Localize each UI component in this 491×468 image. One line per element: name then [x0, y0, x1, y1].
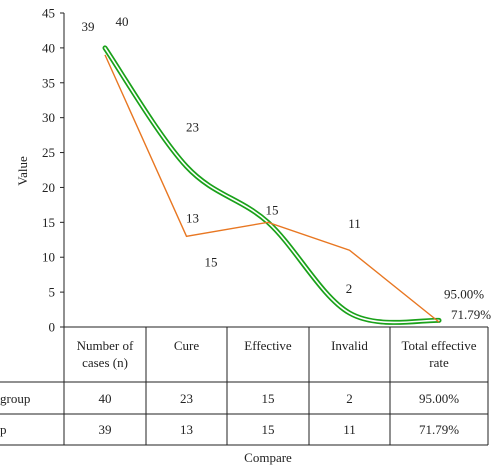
category-label: Number of [77, 338, 134, 353]
table-cell: 23 [180, 391, 193, 406]
data-label: 39 [82, 19, 95, 34]
data-label: 71.79% [451, 307, 491, 322]
table-row-label: p [0, 422, 7, 437]
y-tick-label: 30 [42, 110, 55, 125]
table-cell: 39 [99, 422, 112, 437]
table-cell: 95.00% [419, 391, 459, 406]
data-label: 2 [346, 281, 353, 296]
table-cell: 13 [180, 422, 193, 437]
data-labels: 40 23 15 2 95.00% 39 13 15 11 71.79% [82, 14, 491, 322]
data-label: 95.00% [444, 286, 484, 301]
category-label: Total effective [401, 338, 476, 353]
table-cell: 15 [262, 422, 275, 437]
data-label: 11 [348, 216, 361, 231]
table-cell: 40 [99, 391, 112, 406]
category-label: cases (n) [82, 355, 128, 370]
data-label: 23 [186, 120, 199, 135]
y-tick-label: 25 [42, 145, 55, 160]
y-tick-label: 20 [42, 180, 55, 195]
y-tick-label: 0 [49, 320, 56, 335]
category-label: Cure [174, 338, 200, 353]
y-tick-label: 35 [42, 75, 55, 90]
data-label: 13 [186, 210, 199, 225]
x-axis-title: Compare [244, 450, 292, 465]
data-label: 15 [205, 254, 218, 269]
y-axis-title: Value [15, 156, 30, 186]
data-label: 15 [266, 202, 279, 217]
category-label: Invalid [331, 338, 368, 353]
y-tick-label: 15 [42, 215, 55, 230]
table-cell: 2 [346, 391, 353, 406]
y-tick-label: 45 [42, 6, 55, 21]
series-lines [102, 45, 442, 325]
axes-and-table: 0 5 10 15 20 25 30 35 40 45 Number of cases (n) Cure… [0, 6, 489, 446]
data-label: 40 [116, 14, 129, 29]
table-cell: 11 [343, 422, 356, 437]
y-tick-label: 10 [42, 250, 55, 265]
table-cell: 71.79% [419, 422, 459, 437]
table-row-label: group [0, 391, 30, 406]
y-tick-label: 40 [42, 40, 55, 55]
series-line [104, 54, 440, 323]
table-cell: 15 [262, 391, 275, 406]
category-label: Effective [244, 338, 292, 353]
category-label: rate [429, 355, 449, 370]
y-tick-label: 5 [49, 285, 56, 300]
